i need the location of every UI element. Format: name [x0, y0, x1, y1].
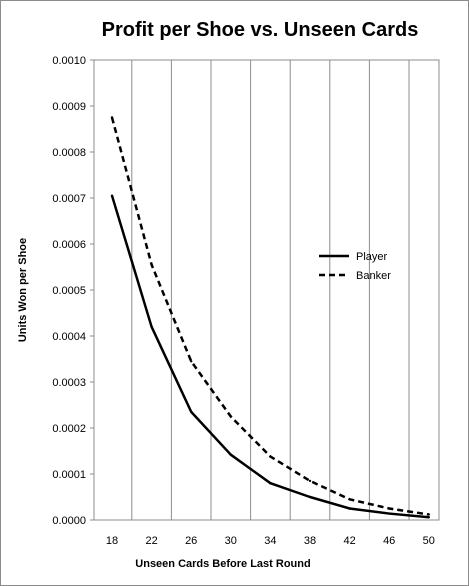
legend-label-banker: Banker — [356, 270, 391, 282]
x-tick-label: 38 — [304, 535, 316, 547]
data-point-banker — [388, 507, 391, 510]
data-point-banker — [150, 263, 153, 266]
data-point-banker — [348, 498, 351, 501]
data-point-player — [308, 495, 312, 499]
series-group — [110, 116, 430, 519]
y-tick-label: 0.0008 — [52, 147, 86, 159]
data-point-banker — [229, 415, 232, 418]
y-tick-label: 0.0001 — [52, 469, 86, 481]
data-point-player — [348, 507, 351, 510]
y-tick-label: 0.0010 — [52, 55, 86, 67]
data-point-banker — [110, 116, 114, 119]
x-tick-label: 30 — [225, 535, 237, 547]
y-tick-label: 0.0009 — [52, 101, 86, 113]
x-tick-label: 42 — [343, 535, 355, 547]
data-point-banker — [269, 455, 272, 458]
data-point-banker — [308, 479, 312, 483]
x-axis-ticks: 18 22 26 30 34 38 42 46 50 — [106, 535, 435, 547]
data-point-banker — [190, 360, 193, 363]
data-point-player — [388, 512, 391, 515]
series-line-player — [110, 195, 429, 519]
x-tick-label: 50 — [423, 535, 435, 547]
data-point-player — [269, 482, 272, 485]
y-axis-ticks: 0.0000 0.0001 0.0002 0.0003 0.0004 0.0005 0.00… — [52, 55, 94, 527]
x-tick-label: 46 — [383, 535, 395, 547]
y-tick-label: 0.0003 — [52, 377, 86, 389]
y-tick-label: 0.0002 — [52, 423, 86, 435]
y-tick-label: 0.0000 — [52, 515, 86, 527]
series-line-banker — [110, 117, 429, 516]
x-axis-label: Unseen Cards Before Last Round — [135, 558, 310, 570]
data-point-player — [427, 516, 430, 519]
y-tick-label: 0.0007 — [52, 193, 86, 205]
x-tick-label: 26 — [185, 535, 197, 547]
x-tick-label: 34 — [264, 535, 276, 547]
chart-title: Profit per Shoe vs. Unseen Cards — [102, 19, 419, 41]
data-point-player — [110, 194, 114, 197]
y-tick-label: 0.0004 — [52, 331, 86, 343]
data-point-player — [190, 410, 193, 414]
data-point-banker — [427, 513, 430, 516]
data-point-player — [229, 453, 232, 456]
x-tick-label: 22 — [145, 535, 157, 547]
gridlines — [131, 60, 410, 520]
legend-label-player: Player — [356, 251, 388, 263]
y-tick-label: 0.0006 — [52, 239, 86, 251]
data-point-player — [150, 325, 153, 328]
x-tick-label: 18 — [106, 535, 118, 547]
y-tick-label: 0.0005 — [52, 285, 86, 297]
y-axis-label: Units Won per Shoe — [17, 238, 29, 342]
legend: Player Banker — [319, 251, 391, 282]
